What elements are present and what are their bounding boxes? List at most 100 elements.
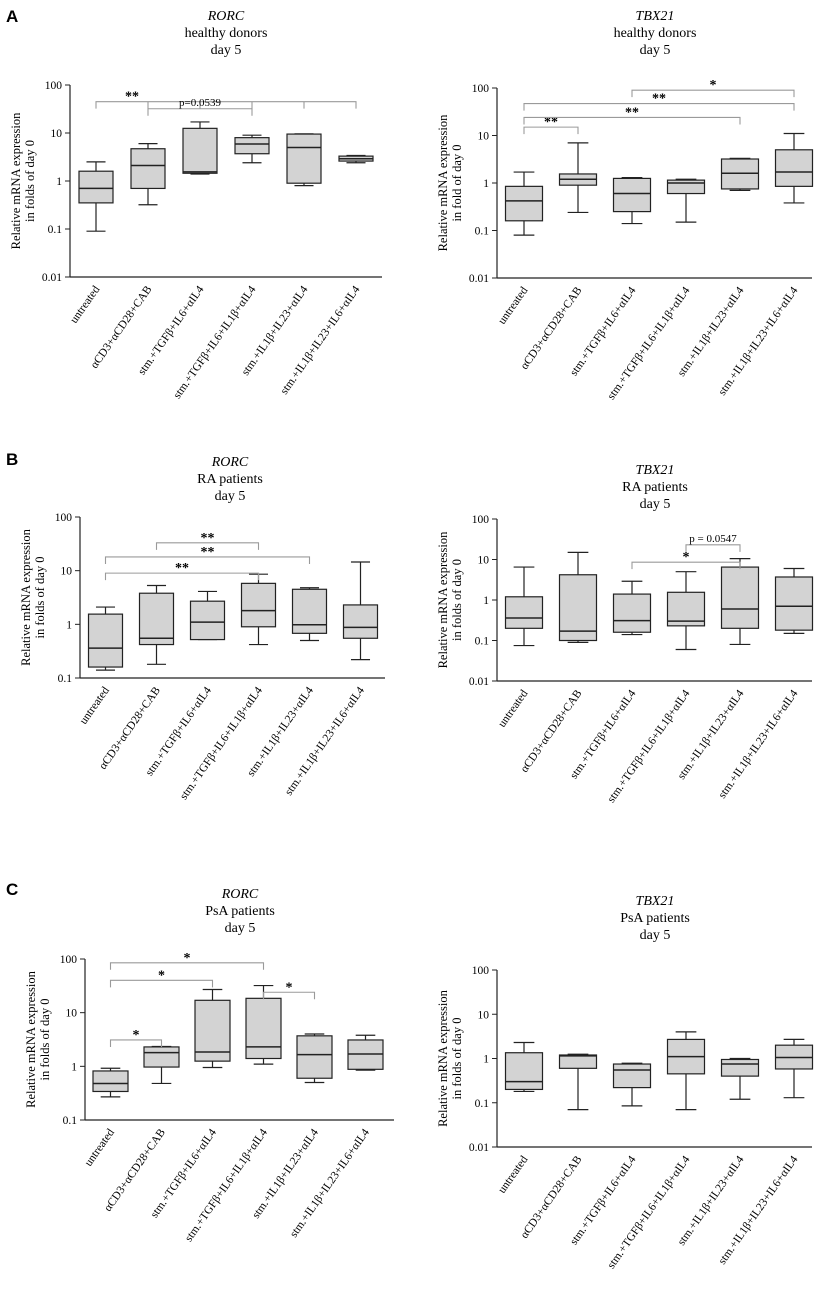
- chart-title-line: day 5: [225, 921, 256, 936]
- x-category-label: untreated: [496, 1154, 531, 1196]
- box-1: [78, 161, 114, 232]
- significance-stars: **: [544, 115, 558, 130]
- bracket-line: [631, 89, 795, 98]
- box-6: [774, 132, 814, 204]
- significance-stars: *: [710, 78, 717, 93]
- chart-title-gene: RORC: [221, 887, 259, 902]
- chart-title-gene: RORC: [211, 455, 249, 470]
- significance-bracket: *: [109, 951, 265, 970]
- y-tick-label: 1: [483, 595, 489, 607]
- bracket-line: [104, 556, 311, 564]
- bracket-line: [523, 126, 579, 135]
- box-4: [666, 178, 706, 223]
- significance-stars: **: [175, 561, 189, 576]
- y-axis-label: in folds of day 0: [23, 140, 37, 222]
- significance-bracket: *: [631, 550, 741, 570]
- iqr-box: [194, 999, 231, 1062]
- box-2: [558, 1053, 598, 1111]
- box-3: [189, 590, 226, 641]
- y-axis-label: Relative mRNA expression: [9, 112, 23, 250]
- box-4: [666, 571, 706, 651]
- iqr-box: [666, 179, 706, 195]
- chart-title-line: day 5: [215, 489, 246, 504]
- bracket-line: [523, 116, 741, 125]
- y-tick-label: 0.1: [63, 1115, 78, 1127]
- y-tick-label: 0.01: [469, 273, 489, 285]
- box-2: [143, 1045, 180, 1085]
- bracket-line: [104, 572, 260, 581]
- box-6: [342, 561, 379, 661]
- chart-b-right: TBX21 RA patients day 5 Relative mRNA expre…: [436, 463, 814, 805]
- chart-title-gene: RORC: [207, 9, 245, 24]
- y-tick-label: 100: [472, 514, 490, 526]
- y-tick-label: 10: [66, 1008, 78, 1020]
- significance-stars: **: [652, 92, 666, 107]
- bracket-line: [262, 991, 316, 1000]
- significance-stars: **: [201, 531, 215, 546]
- significance-bracket: **: [523, 115, 579, 135]
- significance-bracket: **: [155, 531, 260, 550]
- significance-bracket: *: [631, 78, 795, 98]
- box-5: [296, 1033, 333, 1084]
- iqr-box: [92, 1070, 129, 1093]
- iqr-box: [234, 137, 270, 155]
- box-2: [138, 584, 175, 665]
- box-3: [612, 580, 652, 636]
- significance-stars: *: [286, 980, 293, 995]
- iqr-box: [182, 127, 218, 174]
- iqr-box: [138, 592, 175, 646]
- y-tick-label: 0.1: [475, 226, 490, 238]
- box-5: [286, 133, 322, 187]
- chart-title-line: PsA patients: [620, 911, 690, 926]
- box-2: [558, 142, 598, 214]
- significance-bracket: **: [104, 545, 311, 564]
- bracket-line: [109, 979, 214, 988]
- bracket-line: [155, 542, 260, 550]
- iqr-box: [504, 185, 544, 222]
- significance-bracket: **: [95, 90, 357, 109]
- box-4: [234, 134, 270, 164]
- box-6: [774, 567, 814, 634]
- x-category-label: untreated: [78, 685, 113, 727]
- x-category-label: αCD3+αCD28+CAB: [518, 688, 584, 775]
- x-category-label: αCD3+αCD28+CAB: [518, 285, 584, 372]
- y-tick-label: 0.1: [58, 673, 73, 685]
- chart-title-line: PsA patients: [205, 904, 275, 919]
- chart-title-line: RA patients: [197, 472, 263, 487]
- significance-pvalue: p = 0.0547: [689, 533, 737, 545]
- x-category-label: untreated: [68, 284, 103, 326]
- iqr-box: [342, 604, 379, 639]
- y-tick-label: 1: [71, 1061, 77, 1073]
- significance-stars: *: [158, 968, 165, 983]
- y-axis-label: in folds of day 0: [33, 557, 47, 639]
- y-tick-label: 100: [60, 954, 78, 966]
- box-3: [612, 176, 652, 225]
- chart-c-right: TBX21 PsA patients day 5 Relative mRNA expr…: [436, 894, 814, 1271]
- panel-letter: C: [6, 880, 18, 899]
- y-tick-label: 10: [478, 555, 490, 567]
- y-tick-label: 0.01: [42, 272, 62, 284]
- chart-title-line: day 5: [640, 928, 671, 943]
- panel-letter: B: [6, 450, 18, 469]
- iqr-box: [774, 576, 814, 631]
- x-category-label: untreated: [83, 1127, 118, 1169]
- iqr-box: [189, 600, 226, 641]
- y-tick-label: 0.1: [475, 636, 490, 648]
- bracket-line: [685, 544, 741, 552]
- box-1: [87, 606, 124, 671]
- box-1: [504, 171, 544, 236]
- y-axis-label: Relative mRNA expression: [436, 114, 450, 252]
- iqr-box: [296, 1035, 333, 1079]
- chart-title-gene: TBX21: [636, 463, 675, 478]
- iqr-box: [245, 997, 282, 1060]
- iqr-box: [612, 593, 652, 633]
- box-5: [720, 558, 760, 646]
- y-tick-label: 0.01: [469, 1142, 489, 1154]
- significance-stars: *: [683, 550, 690, 565]
- iqr-box: [291, 588, 328, 634]
- x-category-label: αCD3+αCD28+CAB: [518, 1154, 584, 1241]
- box-4: [245, 984, 282, 1065]
- y-tick-label: 0.1: [475, 1098, 490, 1110]
- chart-title-line: day 5: [640, 497, 671, 512]
